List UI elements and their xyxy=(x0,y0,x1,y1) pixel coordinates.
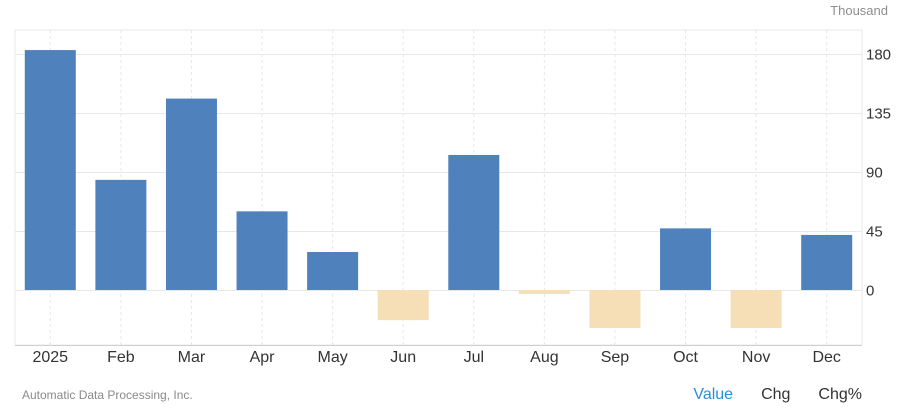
bar-oct[interactable] xyxy=(660,228,712,290)
x-tick-label: Oct xyxy=(673,349,698,366)
bar-mar[interactable] xyxy=(165,98,217,290)
x-tick-label: Jun xyxy=(390,349,416,366)
y-tick-label: 0 xyxy=(866,283,874,300)
tab-chg-percent[interactable]: Chg% xyxy=(818,386,862,403)
x-tick-label: Aug xyxy=(530,349,558,366)
bar-apr[interactable] xyxy=(236,211,288,290)
x-tick-label: 2025 xyxy=(32,349,68,366)
bar-2025[interactable] xyxy=(24,50,76,290)
x-tick-label: Sep xyxy=(601,349,630,366)
bar-may[interactable] xyxy=(307,251,359,290)
x-tick-label: May xyxy=(318,349,348,366)
x-tick-label: Dec xyxy=(812,349,840,366)
x-tick-label: Feb xyxy=(107,349,135,366)
bar-sep[interactable] xyxy=(589,290,641,329)
bar-dec[interactable] xyxy=(801,234,853,290)
y-tick-label: 45 xyxy=(866,224,883,241)
bar-chart: 0 45 90 135 180 2025 Feb Mar Apr May Jun Jul Aug Sep… xyxy=(14,29,891,366)
bar-feb[interactable] xyxy=(95,179,147,290)
x-tick-label: Jul xyxy=(464,349,484,366)
bars xyxy=(24,50,853,329)
bar-aug[interactable] xyxy=(518,290,570,294)
y-tick-label: 90 xyxy=(866,165,883,182)
tab-value[interactable]: Value xyxy=(693,386,734,403)
x-tick-label: Mar xyxy=(178,349,206,366)
tab-chg[interactable]: Chg xyxy=(761,386,791,403)
bar-jun[interactable] xyxy=(377,290,429,321)
y-tick-label: 180 xyxy=(866,47,891,64)
view-tabs: Value Chg Chg% xyxy=(665,386,862,404)
source-label: Automatic Data Processing, Inc. xyxy=(22,388,193,402)
y-axis-ticks: 0 45 90 135 180 xyxy=(866,47,891,300)
x-tick-label: Apr xyxy=(250,349,276,366)
x-tick-label: Nov xyxy=(742,349,770,366)
bar-nov[interactable] xyxy=(730,290,782,329)
bar-jul[interactable] xyxy=(448,154,500,290)
y-tick-label: 135 xyxy=(866,106,891,123)
x-axis-ticks: 2025 Feb Mar Apr May Jun Jul Aug Sep Oct Nov Dec xyxy=(32,349,840,366)
unit-label: Thousand xyxy=(830,3,888,18)
